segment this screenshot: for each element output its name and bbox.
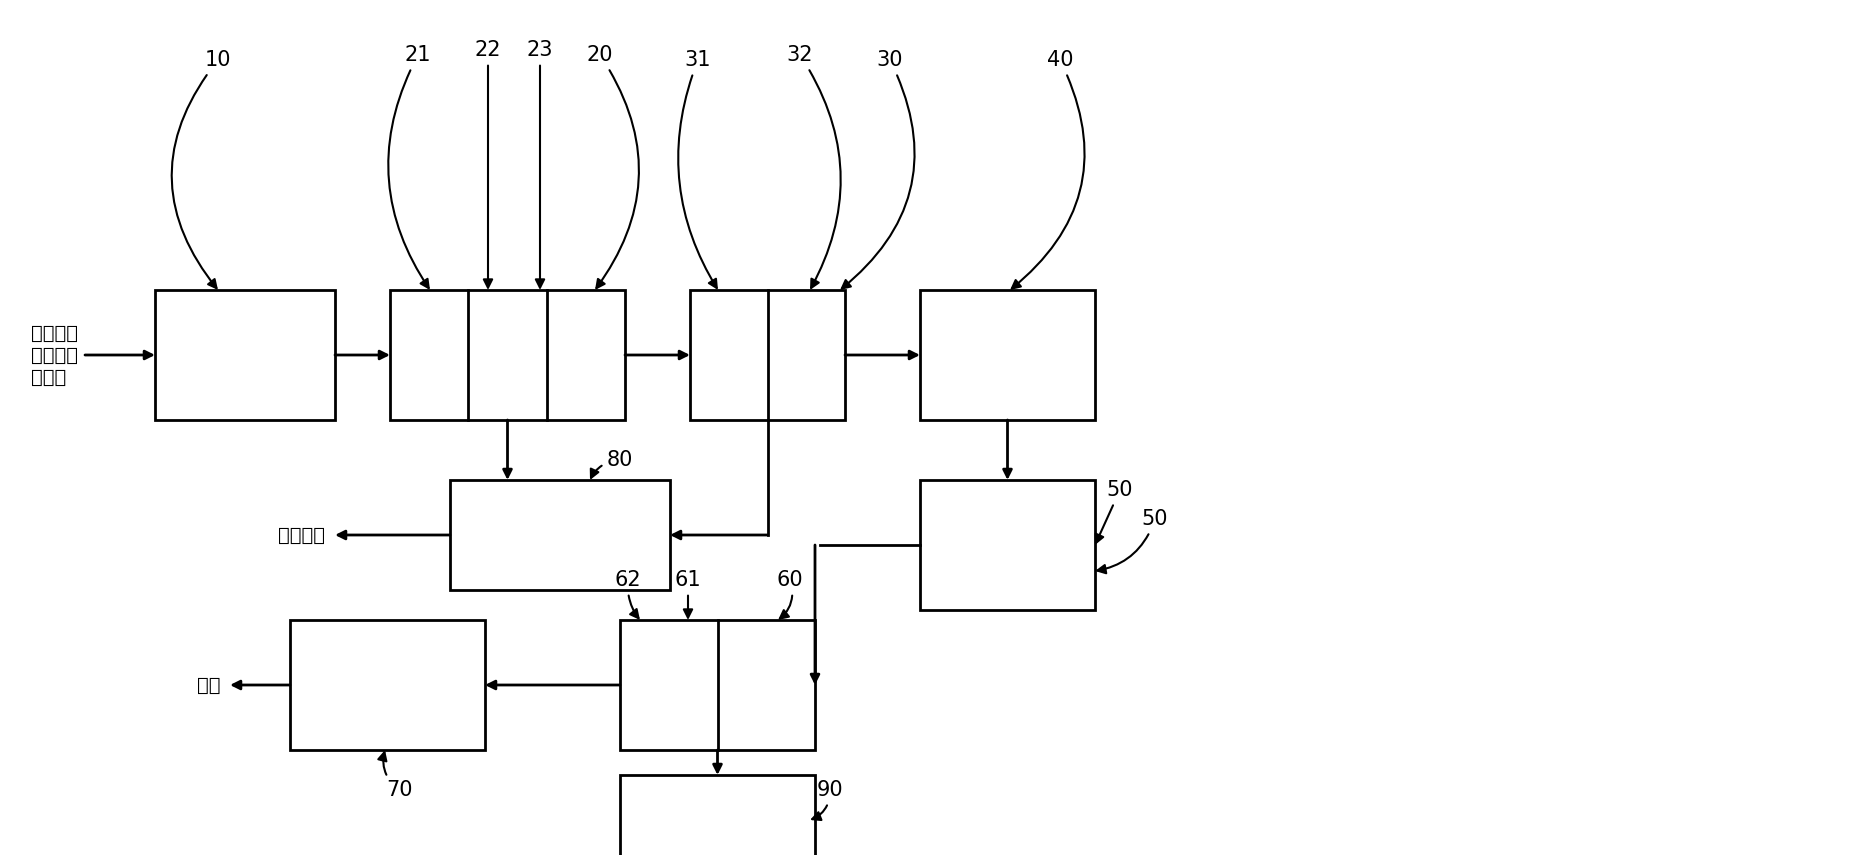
Bar <box>390 290 625 420</box>
Bar <box>156 290 334 420</box>
Text: 21: 21 <box>388 45 430 288</box>
Text: 50: 50 <box>1094 480 1133 543</box>
Text: 40: 40 <box>1011 50 1083 288</box>
Text: 90: 90 <box>812 780 842 820</box>
Text: 30: 30 <box>842 50 915 288</box>
Text: 60: 60 <box>775 570 803 618</box>
Text: 23: 23 <box>527 40 553 287</box>
Text: 10: 10 <box>173 50 232 288</box>
Text: 钓离子电
池正极材
料洗水: 钓离子电 池正极材 料洗水 <box>32 323 78 386</box>
Text: 80: 80 <box>590 450 633 478</box>
Text: 结晶: 结晶 <box>197 675 221 694</box>
Bar <box>920 290 1094 420</box>
Bar <box>920 480 1094 610</box>
Text: 61: 61 <box>675 570 701 617</box>
Text: 70: 70 <box>378 752 414 800</box>
Text: 22: 22 <box>475 40 501 287</box>
Text: 62: 62 <box>614 570 642 618</box>
Bar <box>690 290 844 420</box>
Bar <box>289 620 484 750</box>
Bar <box>620 620 814 750</box>
Bar <box>449 480 670 590</box>
Text: 32: 32 <box>787 45 840 288</box>
Bar <box>620 775 814 855</box>
Text: 20: 20 <box>586 45 638 288</box>
Text: 浓缩污泥: 浓缩污泥 <box>278 526 325 545</box>
Text: 31: 31 <box>677 50 716 288</box>
Text: 50: 50 <box>1096 509 1167 573</box>
